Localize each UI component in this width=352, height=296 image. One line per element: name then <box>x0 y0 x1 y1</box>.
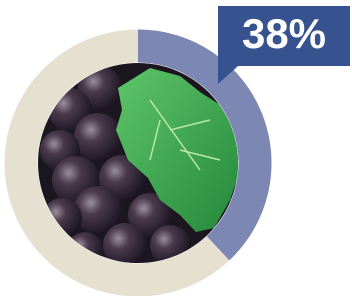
page: 38% (() => { const data = JSON.parse(doc… <box>0 0 352 296</box>
value-label: 38% <box>242 10 326 57</box>
chart: 38% <box>0 0 352 296</box>
